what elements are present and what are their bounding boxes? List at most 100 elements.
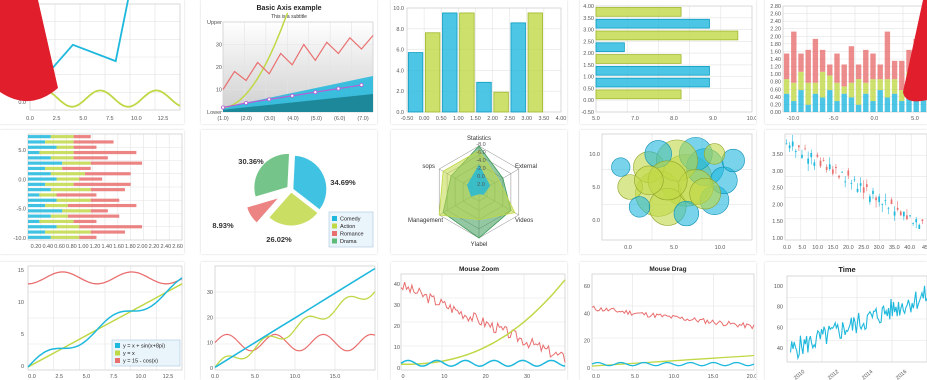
chart-stacked-horizontal: 0.20 0.40 0.60 0.80 1.00 1.20 1.40 1.60 1.80 2.00… bbox=[13, 133, 183, 250]
candle-body bbox=[862, 187, 865, 193]
stacked-bar-segment bbox=[28, 135, 51, 139]
stacked-bar-segment bbox=[834, 101, 840, 112]
area-band-teal bbox=[223, 94, 373, 112]
x-tick-label: 5.0 bbox=[799, 245, 807, 251]
stacked-bar-segment bbox=[73, 140, 114, 144]
y-tick-label: 1.40 bbox=[770, 57, 781, 63]
y-tick-label: 1.00 bbox=[772, 236, 783, 242]
stacked-bar-segment bbox=[28, 182, 46, 186]
y-tick-label: 1.00 bbox=[770, 72, 781, 78]
stacked-bar-segment bbox=[62, 161, 91, 165]
x-tick-label: 9.0 bbox=[709, 116, 717, 122]
candle-body bbox=[810, 152, 813, 158]
x-tick-label: -10.0 bbox=[787, 116, 800, 122]
radar-axis-label: Management bbox=[408, 218, 443, 224]
line-series-red bbox=[222, 35, 374, 90]
data-point bbox=[359, 83, 364, 88]
y-tick-label: 6.0 bbox=[396, 48, 404, 54]
stacked-bar-segment bbox=[798, 53, 804, 72]
line-series-lime bbox=[214, 291, 376, 368]
line-series-blue bbox=[29, 0, 129, 95]
chart-functions: y = x + sin(x+8pi)y = x y = 15 - cos(x) 0.… bbox=[18, 265, 183, 380]
stacked-bar-segment bbox=[848, 82, 855, 98]
y-tick-label: 2.0 bbox=[396, 89, 404, 95]
stacked-bar-segment bbox=[73, 182, 131, 186]
x-tick-label: 20 bbox=[483, 374, 489, 380]
y-tick-label: 2.80 bbox=[770, 4, 781, 10]
candle-body bbox=[841, 171, 843, 173]
y-tick-label: 2.50 bbox=[772, 186, 783, 192]
stacked-bar-segment bbox=[73, 135, 91, 139]
candle-body bbox=[887, 207, 890, 209]
stacked-bar-segment bbox=[812, 38, 819, 83]
y-tick-label: 10.0 bbox=[393, 6, 404, 12]
y-tick-label: 0.60 bbox=[770, 87, 781, 93]
bar bbox=[510, 22, 526, 113]
stacked-bar-segment bbox=[28, 219, 40, 224]
x-tick-label: 0.0 bbox=[592, 374, 600, 380]
candle-body bbox=[844, 181, 847, 183]
stacked-bar-segment bbox=[877, 64, 883, 80]
bar bbox=[442, 12, 458, 113]
candle-body bbox=[912, 222, 914, 224]
y-tick-label: 1.50 bbox=[583, 63, 594, 69]
y-tick-label: 4.00 bbox=[583, 4, 594, 10]
x-tick-label: 10.0 bbox=[812, 245, 823, 251]
stacked-bar-segment bbox=[50, 135, 74, 139]
pie-slice-label: 30.36% bbox=[238, 157, 264, 166]
x-tick-label: 15.0 bbox=[330, 374, 341, 380]
chart-lines-step: 0.0 5.0 10.0 15.0 30 20 10 0 bbox=[207, 265, 376, 380]
x-tick-label: 1.00 bbox=[453, 116, 464, 122]
y-tick-label: 0.20 bbox=[770, 102, 781, 108]
x-tick-label: 10.0 bbox=[715, 245, 726, 251]
y-tick-label: 5.0 bbox=[592, 185, 600, 191]
x-tick-label: 20.0 bbox=[843, 245, 854, 251]
line-series-blue bbox=[789, 285, 927, 361]
y-tick-label: 60 bbox=[584, 284, 590, 290]
stacked-bar-segment bbox=[877, 79, 883, 91]
pie-slice bbox=[245, 196, 281, 224]
x-tick-label: 20.0 bbox=[747, 374, 756, 380]
stacked-bar-segment bbox=[28, 214, 51, 218]
bubble-point bbox=[628, 196, 651, 218]
candle-body bbox=[825, 166, 828, 170]
y-tick-label: 10 bbox=[207, 341, 213, 347]
x-tick-label: 0.40 bbox=[42, 244, 53, 250]
x-tick-label: (2.0) bbox=[241, 116, 252, 122]
bar bbox=[476, 81, 492, 113]
x-tick-label: 1.60 bbox=[113, 244, 124, 250]
chart-tile-bars-horizontal: 5.0 7.0 8.0 9.0 10.0 4.00 3.50 3.00 2.50 2.00 1.50… bbox=[580, 0, 756, 124]
stacked-bar-segment bbox=[28, 230, 46, 234]
x-tick-label: 10.0 bbox=[135, 374, 146, 380]
candle-body bbox=[822, 159, 825, 161]
bar bbox=[595, 77, 710, 88]
chart-tile-basic-axis: Basic Axis example This is a subtitle (1.0… bbox=[201, 0, 377, 124]
stacked-bar-segment bbox=[62, 166, 91, 171]
stacked-bar-segment bbox=[870, 53, 876, 80]
stacked-bar-segment bbox=[28, 203, 46, 208]
bar bbox=[407, 52, 424, 113]
y-tick-label: 0 bbox=[21, 364, 24, 370]
chart-mouse-drag: Mouse Drag 0.0 5.0 10.0 15.0 20.0 60 40 20 0 bbox=[584, 266, 756, 380]
stacked-bar-segment bbox=[45, 203, 68, 208]
radar-ring-label: -6.0 bbox=[476, 150, 485, 156]
x-tick-label: (5.0) bbox=[311, 116, 322, 122]
stacked-bar-segment bbox=[50, 156, 74, 160]
stacked-bar-segment bbox=[805, 104, 811, 112]
stacked-bar-segment bbox=[819, 71, 826, 98]
y-tick-label: 15 bbox=[18, 268, 24, 274]
stacked-bar-segment bbox=[798, 90, 804, 112]
legend-label: Drama bbox=[340, 239, 357, 245]
radar-axis-label: Statistics bbox=[467, 136, 491, 142]
stacked-bar-segment bbox=[841, 86, 847, 94]
stacked-bar-segment bbox=[841, 64, 847, 87]
plot-frame bbox=[214, 265, 376, 371]
x-tick-label: 15.0 bbox=[828, 245, 839, 251]
x-tick-label: 12.5 bbox=[158, 116, 169, 122]
stacked-bar-segment bbox=[28, 172, 51, 176]
stacked-bar-segment bbox=[819, 97, 826, 112]
chart-tile-pie: 34.69% 26.02% 8.93% 30.36% Comedy Action Roman… bbox=[201, 130, 377, 254]
x-tick-label: 2.00 bbox=[487, 116, 498, 122]
bar bbox=[424, 32, 441, 113]
chart-bars-horizontal: 5.0 7.0 8.0 9.0 10.0 4.00 3.50 3.00 2.50 2.00 1.50… bbox=[581, 4, 756, 122]
